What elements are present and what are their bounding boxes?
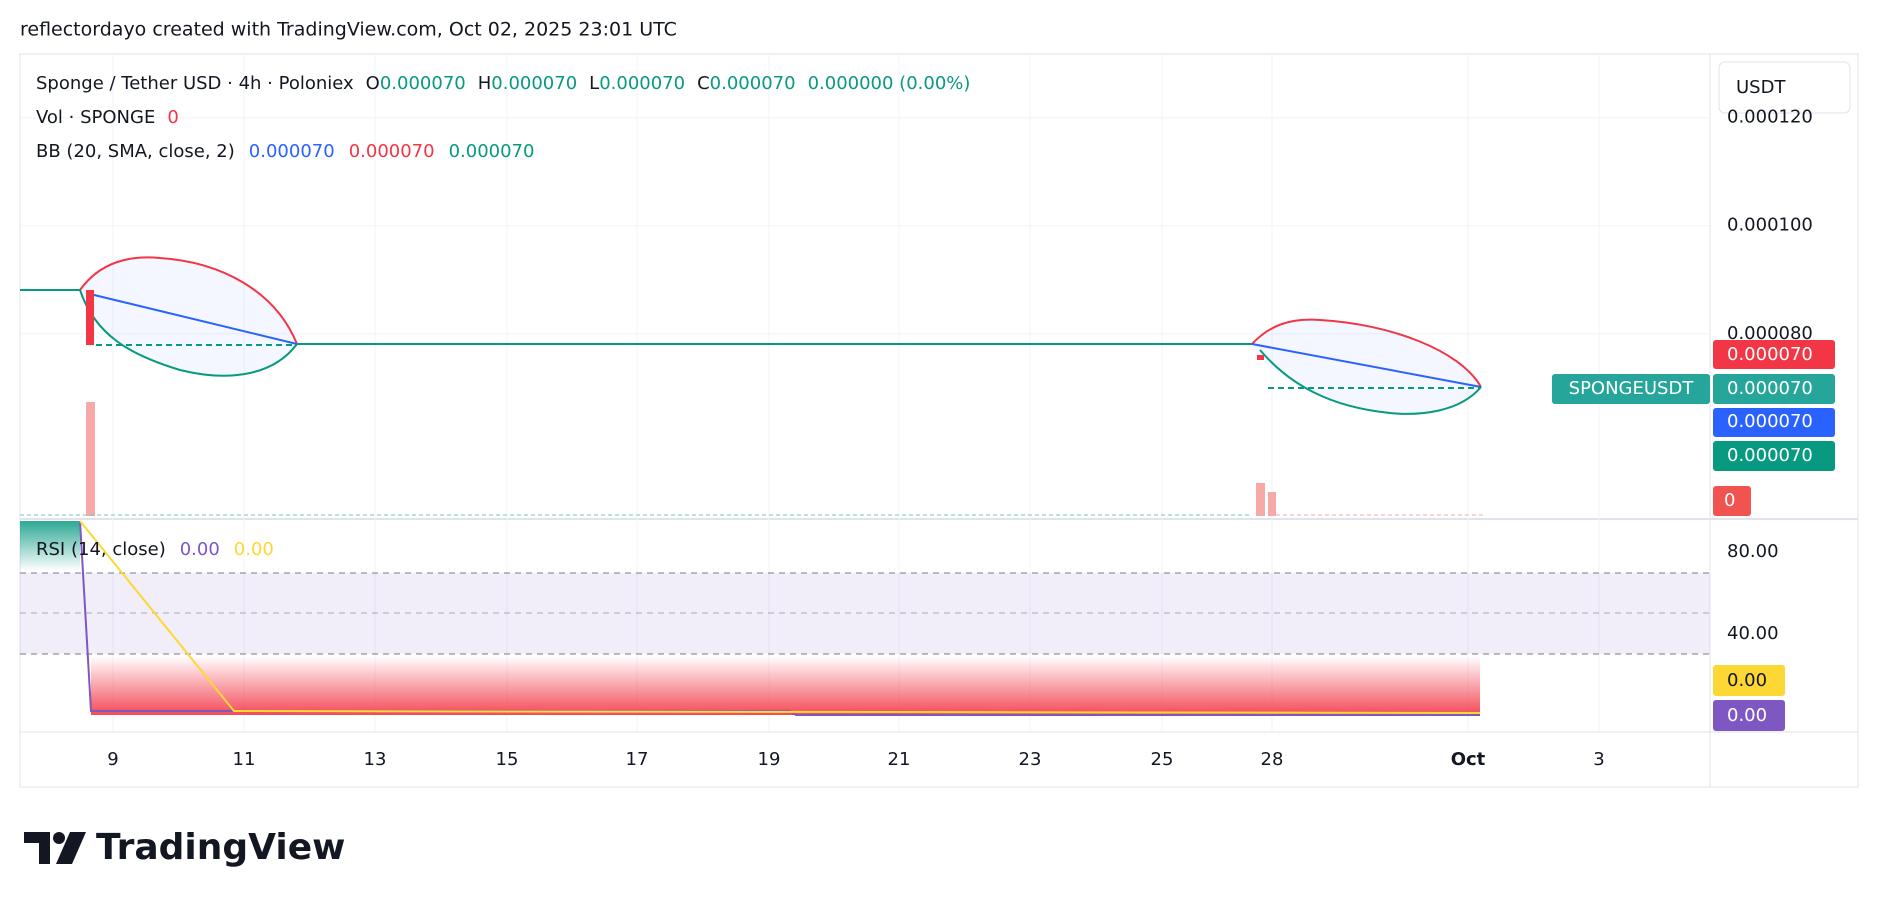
brand-name: TradingView bbox=[96, 827, 345, 868]
bb-upper-value: 0.000070 bbox=[1727, 344, 1813, 365]
legend-item: RSI (14, close) bbox=[36, 539, 166, 560]
brand-logo bbox=[24, 832, 86, 864]
x-tick-label: 13 bbox=[364, 749, 387, 770]
legend-item: C bbox=[697, 73, 710, 94]
grid bbox=[20, 54, 1710, 732]
legend-item: 0.000070 bbox=[349, 141, 435, 162]
y-tick-label: 0.000100 bbox=[1727, 215, 1813, 236]
bb-fill bbox=[80, 257, 297, 376]
bb-basis bbox=[1251, 343, 1482, 388]
legend-item: Vol · SPONGE bbox=[36, 107, 155, 128]
legend-item: 0.000070 bbox=[599, 73, 685, 94]
rsi-tag bbox=[1713, 700, 1785, 731]
legend-item: 0.000070 bbox=[380, 73, 466, 94]
symbol-name: SPONGEUSDT bbox=[1569, 378, 1695, 399]
last-price-value: 0.000070 bbox=[1727, 378, 1813, 399]
last-price-tag bbox=[1713, 374, 1835, 404]
rsi-ma-value: 0.00 bbox=[1727, 670, 1767, 691]
bb-upper bbox=[1251, 318, 1482, 388]
candle bbox=[86, 290, 94, 345]
legend-item: 0.000070 bbox=[491, 73, 577, 94]
volume-bar bbox=[86, 402, 95, 516]
currency-button-label[interactable]: USDT bbox=[1736, 77, 1786, 98]
volume-bar bbox=[1268, 492, 1276, 516]
x-tick-label: 19 bbox=[758, 749, 781, 770]
currency-button[interactable] bbox=[1718, 61, 1851, 114]
legend-item: 0.00 bbox=[180, 539, 220, 560]
volume-value: 0 bbox=[1724, 490, 1735, 511]
x-tick-label: 17 bbox=[626, 749, 649, 770]
rsi-ma-tag bbox=[1713, 665, 1785, 696]
rsi-ma-line bbox=[79, 520, 1481, 714]
x-tick-label: 23 bbox=[1019, 749, 1042, 770]
bb-lower-tag bbox=[1713, 441, 1835, 471]
legend-row: BB (20, SMA, close, 2) 0.000070 0.000070 0.… bbox=[36, 141, 534, 162]
bb-upper bbox=[79, 256, 298, 345]
x-tick-label: 11 bbox=[233, 749, 256, 770]
x-tick-label: 21 bbox=[888, 749, 911, 770]
legend-item: BB (20, SMA, close, 2) bbox=[36, 141, 235, 162]
symbol-tag bbox=[1552, 374, 1710, 404]
bb-basis-value: 0.000070 bbox=[1727, 411, 1813, 432]
rsi-overbought-fill bbox=[20, 521, 80, 571]
legend-item: 0 bbox=[167, 107, 178, 128]
legend-item: 0.000070 bbox=[710, 73, 796, 94]
bb-lower bbox=[79, 289, 298, 377]
legend: Sponge / Tether USD · 4h · Poloniex O0.00… bbox=[36, 73, 970, 560]
x-tick-label: 3 bbox=[1593, 749, 1604, 770]
bb-basis bbox=[89, 293, 298, 345]
x-tick-label: Oct bbox=[1451, 749, 1486, 770]
rsi-tick-label: 40.00 bbox=[1727, 623, 1779, 644]
x-tick-label: 25 bbox=[1151, 749, 1174, 770]
rsi-value: 0.00 bbox=[1727, 705, 1767, 726]
bb-lower-value: 0.000070 bbox=[1727, 445, 1813, 466]
legend-item: O bbox=[366, 73, 380, 94]
candle bbox=[1257, 355, 1264, 360]
legend-item: L bbox=[589, 73, 599, 94]
legend-item: 0.000000 (0.00%) bbox=[808, 73, 971, 94]
volume-bar bbox=[1256, 483, 1265, 516]
x-tick-label: 15 bbox=[496, 749, 519, 770]
legend-row: Vol · SPONGE 0 bbox=[36, 107, 179, 128]
legend-row: Sponge / Tether USD · 4h · Poloniex O0.00… bbox=[36, 73, 970, 94]
chart-frame bbox=[19, 53, 1859, 788]
legend-row: RSI (14, close) 0.00 0.00 bbox=[36, 539, 274, 560]
rsi-oversold-fill bbox=[91, 656, 1480, 715]
legend-item: H bbox=[478, 73, 492, 94]
y-tick-label: 0.000080 bbox=[1727, 323, 1813, 344]
legend-item: 0.000070 bbox=[449, 141, 535, 162]
bb-basis-tag bbox=[1713, 408, 1835, 437]
volume-tag bbox=[1713, 486, 1751, 516]
legend-item: 0.00 bbox=[234, 539, 274, 560]
bb-lower bbox=[1259, 349, 1482, 415]
x-tick-label: 28 bbox=[1261, 749, 1284, 770]
bb-upper-tag bbox=[1713, 340, 1835, 369]
y-tick-label: 0.000120 bbox=[1727, 107, 1813, 128]
attribution: reflectordayo created with TradingView.c… bbox=[20, 19, 677, 41]
legend-item: 0.000070 bbox=[249, 141, 335, 162]
x-tick-label: 9 bbox=[107, 749, 118, 770]
rsi-tick-label: 80.00 bbox=[1727, 541, 1779, 562]
legend-item: Sponge / Tether USD · 4h · Poloniex bbox=[36, 73, 354, 94]
